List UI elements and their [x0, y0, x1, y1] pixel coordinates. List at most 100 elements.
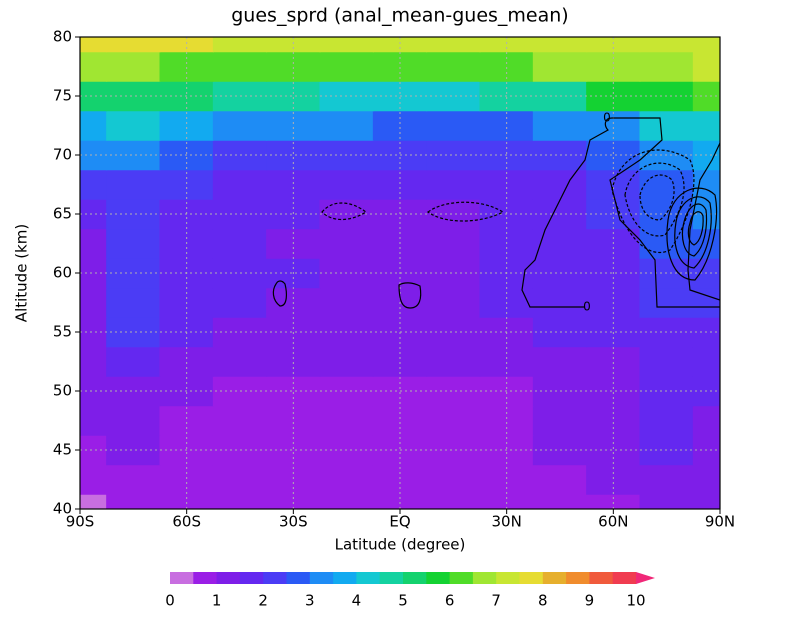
- colorbar-segment: [216, 572, 241, 584]
- field-cell: [159, 37, 214, 53]
- field-cell: [479, 493, 534, 509]
- field-cell: [80, 198, 108, 230]
- field-cell: [106, 37, 161, 53]
- colorbar-label: 8: [538, 592, 548, 610]
- field-cell: [319, 346, 374, 377]
- field-cell: [426, 80, 481, 112]
- chart-title: gues_sprd (anal_mean-gues_mean): [231, 5, 568, 27]
- y-tick-label: 55: [53, 323, 72, 341]
- field-cell: [212, 405, 268, 436]
- colorbar-label: 10: [626, 592, 645, 610]
- field-cell: [266, 405, 321, 436]
- field-cell: [479, 405, 534, 436]
- colorbar-label: 4: [352, 592, 362, 610]
- colorbar-segment: [170, 572, 194, 584]
- field-cell: [586, 51, 641, 82]
- field-cell: [80, 316, 108, 348]
- y-tick-label: 40: [53, 500, 72, 518]
- field-cell: [106, 169, 161, 200]
- field-cell: [266, 464, 321, 495]
- field-cell: [586, 37, 641, 53]
- field-cell: [266, 434, 321, 466]
- field-cell: [479, 346, 534, 377]
- field-cell: [266, 110, 321, 141]
- field-cell: [692, 110, 720, 141]
- field-cell: [532, 493, 588, 509]
- field-cell: [586, 464, 641, 495]
- field-cell: [159, 405, 214, 436]
- field-cell: [212, 110, 268, 141]
- field-cell: [426, 257, 481, 289]
- field-cell: [426, 110, 481, 141]
- colorbar-segment: [356, 572, 381, 584]
- field-cell: [212, 169, 268, 200]
- field: [80, 37, 720, 509]
- y-tick-label: 65: [53, 205, 72, 223]
- field-cell: [106, 493, 161, 509]
- field-cell: [639, 464, 694, 495]
- contour-line: [611, 149, 695, 254]
- field-cell: [80, 80, 108, 112]
- field-cell: [80, 375, 108, 407]
- contour-line: [687, 142, 720, 301]
- y-tick-label: 70: [53, 146, 72, 164]
- field-cell: [80, 51, 108, 82]
- colorbar-segment: [612, 572, 637, 584]
- colorbar: 0 1 2 3 4 5 6 7 8 9 10: [165, 572, 655, 610]
- field-cell: [479, 464, 534, 495]
- colorbar-label: 2: [258, 592, 268, 610]
- field-cell: [80, 464, 108, 495]
- field-cell: [532, 464, 588, 495]
- field-cell: [106, 198, 161, 230]
- colorbar-segment: [379, 572, 404, 584]
- field-cell: [372, 37, 428, 53]
- y-tick-label: 50: [53, 382, 72, 400]
- field-cell: [639, 169, 694, 200]
- field-cell: [372, 51, 428, 82]
- field-cell: [266, 493, 321, 509]
- field-cell: [372, 464, 428, 495]
- contour-label: 0: [583, 300, 591, 314]
- y-axis-label: Altitude (km): [13, 224, 31, 322]
- field-cell: [319, 110, 374, 141]
- x-tick-label: 90S: [66, 513, 95, 531]
- field-cell: [586, 405, 641, 436]
- plot-frame: [79, 36, 721, 510]
- contour-line: [521, 117, 720, 308]
- field-cell: [80, 37, 108, 53]
- colorbar-segment: [566, 572, 590, 584]
- contour-line: [272, 280, 288, 307]
- field-cell: [639, 493, 694, 509]
- x-tick-label: 60N: [598, 513, 628, 531]
- field-cell: [212, 493, 268, 509]
- field-cell: [106, 139, 161, 171]
- colorbar-label: 6: [445, 592, 455, 610]
- x-tick-label: 30S: [279, 513, 308, 531]
- field-cell: [159, 346, 214, 377]
- field-cell: [639, 110, 694, 141]
- field-cell: [80, 287, 108, 318]
- field-cell: [159, 464, 214, 495]
- field-cell: [639, 405, 694, 436]
- colorbar-segment: [496, 572, 520, 584]
- field-cell: [106, 287, 161, 318]
- field-cell: [319, 287, 374, 318]
- field-cell: [639, 287, 694, 318]
- field-cell: [319, 51, 374, 82]
- x-tick-label: 30N: [492, 513, 522, 531]
- field-cell: [532, 228, 588, 259]
- field-cell: [80, 493, 108, 509]
- colorbar-segment: [449, 572, 474, 584]
- colorbar-segment: [426, 572, 451, 584]
- field-cell: [106, 464, 161, 495]
- colorbar-label: 3: [305, 592, 315, 610]
- field-cell: [319, 37, 374, 53]
- field-cell: [106, 257, 161, 289]
- field-cell: [266, 346, 321, 377]
- field-cell: [426, 287, 481, 318]
- contour-line: [398, 282, 422, 309]
- field-cell: [479, 110, 534, 141]
- contour-line: [687, 211, 704, 246]
- field-cell: [426, 405, 481, 436]
